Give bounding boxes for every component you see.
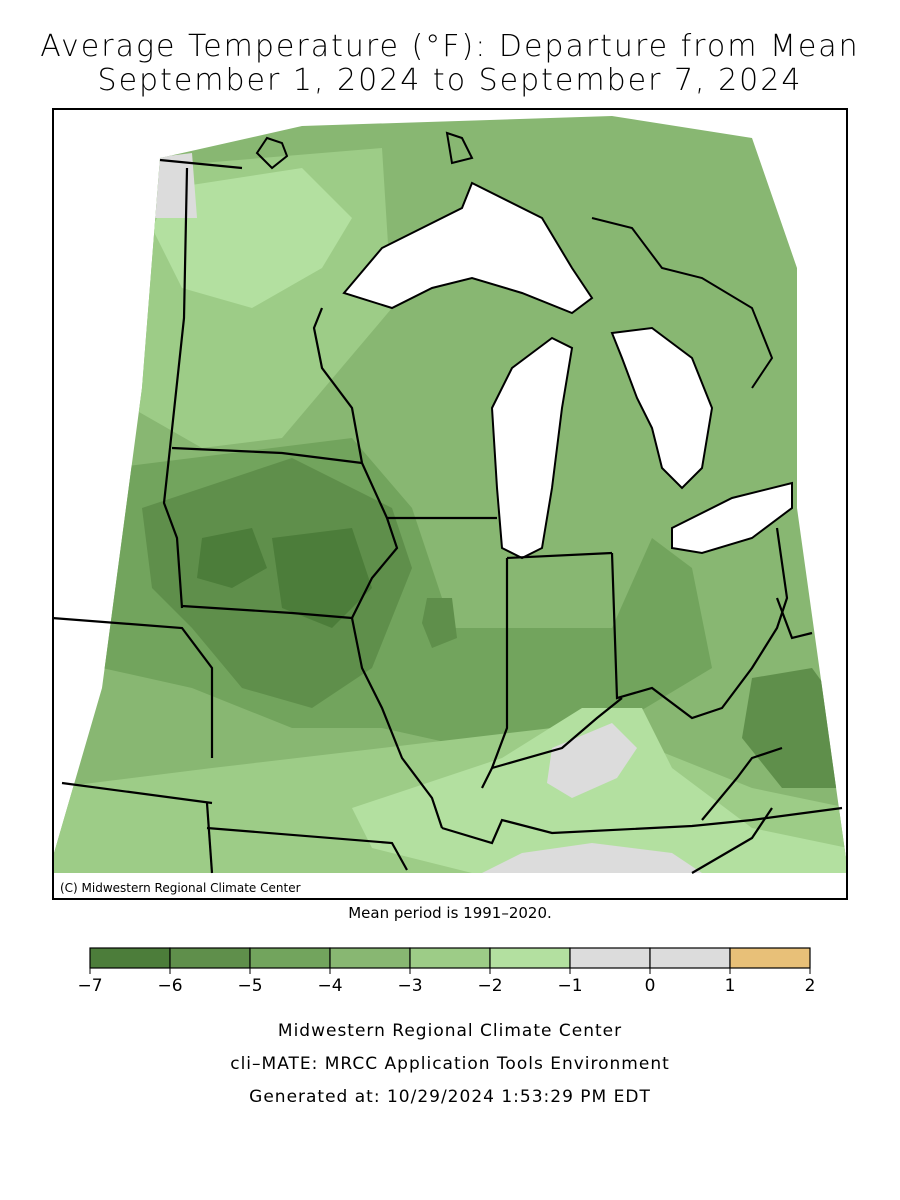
legend-tick-label: −7 bbox=[77, 976, 102, 996]
color-legend: −7 −6 −5 −4 −3 −2 −1 0 1 2 bbox=[77, 947, 816, 996]
border-in-ky bbox=[491, 697, 623, 770]
lake-michigan bbox=[490, 336, 574, 560]
border-mn-dakota bbox=[168, 167, 189, 449]
great-lakes bbox=[342, 181, 793, 560]
legend-bin bbox=[249, 947, 331, 969]
temperature-departure-map bbox=[52, 108, 848, 900]
legend-tick-label: 0 bbox=[645, 976, 656, 996]
footer-generated-time: Generated at: 10/29/2024 1:53:29 PM EDT bbox=[249, 1087, 651, 1107]
border-mn-canada bbox=[159, 158, 243, 170]
mean-period-note: Mean period is 1991–2020. bbox=[348, 904, 552, 922]
anomaly-region-minus6-to-minus5-iowa bbox=[142, 458, 412, 708]
legend-tick-label: 2 bbox=[805, 976, 816, 996]
border-il-mo bbox=[350, 617, 444, 829]
map-title-line-2: September 1, 2024 to September 7, 2024 bbox=[97, 63, 803, 98]
map-title-line-1: Average Temperature (°F): Departure from… bbox=[40, 29, 860, 64]
legend-tick-label: −2 bbox=[477, 976, 502, 996]
legend-bin bbox=[409, 947, 491, 969]
border-ia-mo bbox=[181, 604, 353, 620]
legend-tick-label: −5 bbox=[237, 976, 262, 996]
anomaly-region-minus7-to-minus6-w bbox=[197, 528, 267, 588]
lake-superior bbox=[342, 181, 594, 315]
border-oh-pa bbox=[775, 597, 813, 640]
anomaly-region-minus1-to-1-tn bbox=[482, 843, 702, 873]
lake-huron bbox=[610, 326, 714, 490]
border-ia-ne bbox=[162, 447, 184, 609]
anomaly-region-minus2-to-minus1-south bbox=[352, 708, 848, 873]
border-oh bbox=[610, 527, 789, 720]
anomaly-region-minus2-to-minus1-mn bbox=[152, 168, 352, 308]
border-ia-il bbox=[351, 462, 399, 619]
footer-app-name: cli–MATE: MRCC Application Tools Environ… bbox=[230, 1054, 670, 1074]
anomaly-region-minus7-to-minus6-c bbox=[272, 528, 372, 628]
legend-bin bbox=[569, 947, 651, 969]
legend-tick-label: −1 bbox=[557, 976, 582, 996]
border-il-in bbox=[481, 558, 509, 789]
footer-org-name: Midwestern Regional Climate Center bbox=[277, 1021, 623, 1041]
coast-georgian bbox=[591, 217, 774, 389]
coast-island-a bbox=[255, 136, 289, 170]
border-ks-mo-north bbox=[52, 616, 214, 758]
border-mo-ar bbox=[206, 826, 408, 871]
coast-island-b bbox=[445, 131, 474, 165]
legend-bin bbox=[489, 947, 571, 969]
legend-tick-label: −3 bbox=[397, 976, 422, 996]
map-frame bbox=[52, 108, 848, 900]
legend-tick-label: −6 bbox=[157, 976, 182, 996]
legend-bin bbox=[649, 947, 731, 969]
border-ky-va bbox=[701, 746, 783, 821]
legend-bin bbox=[329, 947, 411, 969]
anomaly-region-minus6-to-minus5-east bbox=[742, 668, 848, 788]
legend-tick-label: 1 bbox=[725, 976, 736, 996]
anomaly-region-minus6-to-minus5-il bbox=[422, 598, 457, 648]
canada-coastlines bbox=[255, 131, 774, 389]
legend-bin bbox=[729, 947, 811, 969]
state-borders bbox=[52, 158, 843, 874]
lake-erie bbox=[671, 481, 793, 555]
border-in-mi bbox=[506, 551, 613, 560]
map-copyright: (C) Midwestern Regional Climate Center bbox=[56, 880, 305, 896]
border-mn-wi bbox=[312, 307, 364, 464]
border-ok-mo bbox=[205, 802, 214, 874]
border-ky-tn bbox=[441, 806, 843, 845]
border-tn-nc bbox=[691, 807, 773, 874]
border-mn-ia bbox=[171, 446, 363, 465]
legend-bin bbox=[169, 947, 251, 969]
legend-bin bbox=[89, 947, 171, 969]
border-ks-mo bbox=[61, 781, 213, 805]
legend-tick-label: −4 bbox=[317, 976, 342, 996]
